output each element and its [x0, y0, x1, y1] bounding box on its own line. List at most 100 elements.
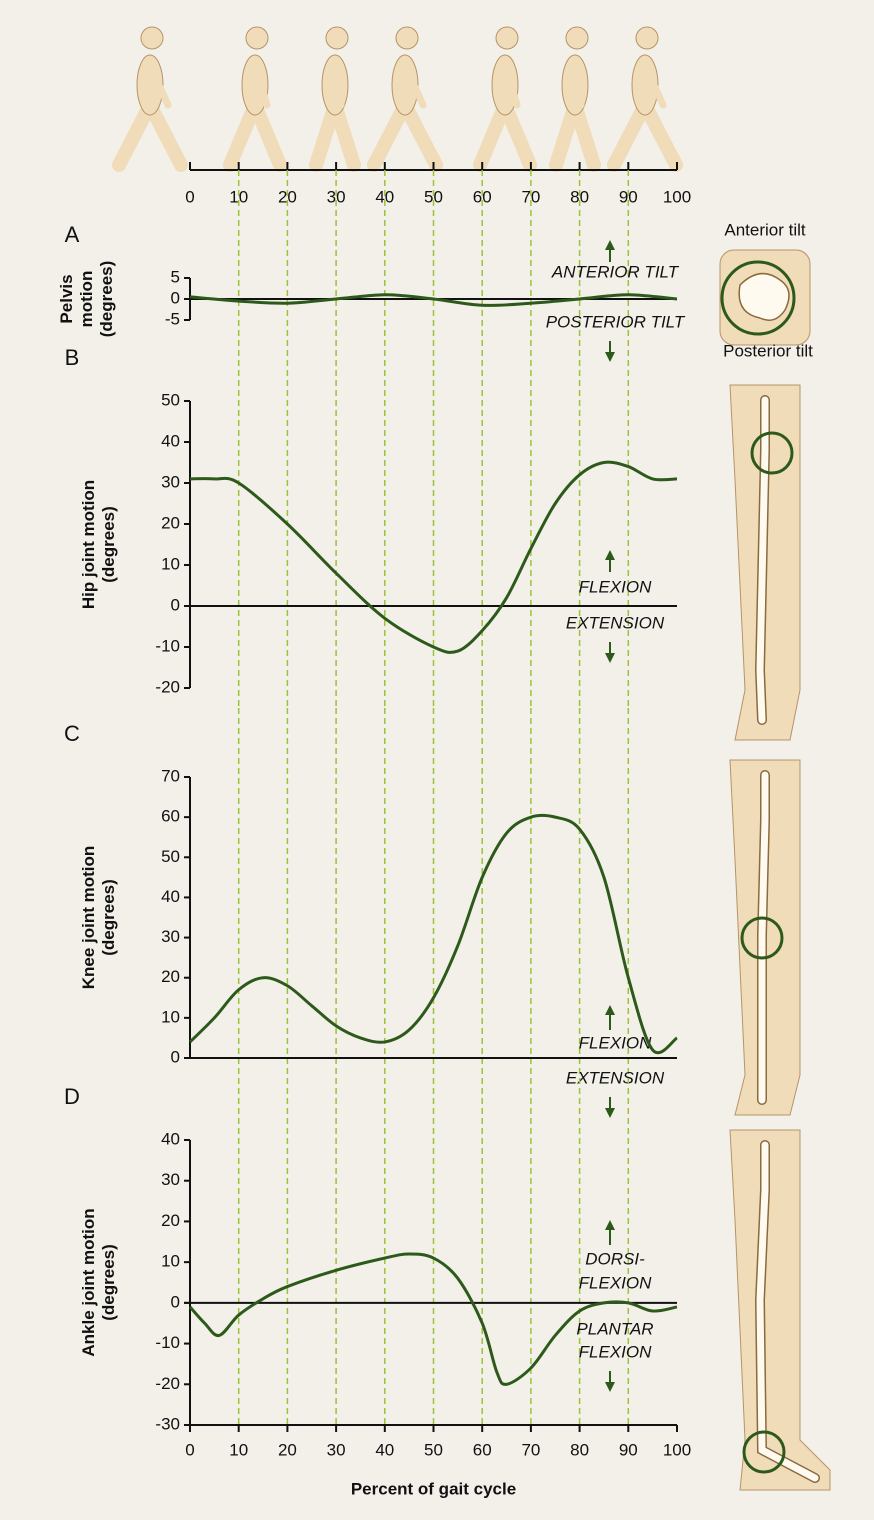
- annotation-down: PLANTAR: [576, 1319, 653, 1338]
- y-tick-label: 30: [161, 1170, 180, 1189]
- panel-letter: A: [65, 222, 80, 247]
- x-axis-label: Percent of gait cycle: [351, 1479, 516, 1498]
- y-axis-label-line: Pelvis: [57, 274, 76, 323]
- walker-leg: [328, 98, 361, 172]
- x-tick-label: 80: [570, 1440, 589, 1459]
- walker-arm: [641, 61, 667, 109]
- walker-head: [495, 26, 519, 50]
- data-line: [188, 1252, 678, 1386]
- x-tick-label: 50: [424, 1440, 443, 1459]
- data-line: [188, 813, 678, 1055]
- walker-arm: [401, 61, 427, 109]
- walker-head: [635, 26, 659, 50]
- y-axis-label-line: Knee joint motion: [79, 846, 98, 990]
- walker-head: [245, 26, 269, 50]
- x-tick-label: 90: [619, 1440, 638, 1459]
- y-tick-label: 0: [171, 1292, 180, 1311]
- y-axis-label-line: Hip joint motion: [79, 480, 98, 609]
- walker-leg: [638, 98, 683, 172]
- walker-arm: [331, 61, 345, 109]
- y-axis-label-line: (degrees): [99, 506, 118, 583]
- walker-body: [136, 54, 164, 116]
- annotation-up: FLEXION: [579, 1273, 652, 1292]
- y-tick-label: 5: [171, 267, 180, 286]
- y-tick-label: -20: [155, 1374, 180, 1393]
- top-tick-label: 100: [663, 187, 691, 206]
- y-axis-label: Knee joint motion(degrees): [79, 846, 118, 990]
- y-tick-label: -5: [165, 309, 180, 328]
- y-tick-label: 40: [161, 887, 180, 906]
- top-tick-label: 60: [473, 187, 492, 206]
- panel-letter: B: [65, 345, 80, 370]
- y-tick-label: 40: [161, 431, 180, 450]
- top-tick-label: 70: [521, 187, 540, 206]
- x-tick-label: 20: [278, 1440, 297, 1459]
- data-line: [189, 293, 678, 307]
- y-tick-label: 0: [171, 595, 180, 614]
- walker-leg: [607, 98, 652, 172]
- x-tick-label: 60: [473, 1440, 492, 1459]
- top-tick-label: 30: [327, 187, 346, 206]
- y-tick-label: 10: [161, 1252, 180, 1271]
- top-tick-label: 0: [185, 187, 194, 206]
- y-tick-label: 20: [161, 967, 180, 986]
- walker-arm: [146, 61, 172, 109]
- walker-leg: [568, 98, 601, 172]
- walker-leg: [223, 98, 262, 172]
- walker-leg: [143, 98, 188, 172]
- top-tick-label: 10: [229, 187, 248, 206]
- annotation-up: FLEXION: [579, 577, 652, 596]
- y-axis-label: Ankle joint motion(degrees): [79, 1208, 118, 1356]
- y-tick-label: 10: [161, 1007, 180, 1026]
- y-axis-label-line: Ankle joint motion: [79, 1208, 98, 1356]
- panel-letter: D: [64, 1084, 80, 1109]
- y-tick-label: 70: [161, 766, 180, 785]
- walker-leg: [498, 98, 537, 172]
- y-axis-label-line: motion: [77, 271, 96, 328]
- walker-arm: [571, 61, 585, 109]
- y-tick-label: -10: [155, 636, 180, 655]
- walker-leg: [398, 98, 443, 172]
- walker-head: [325, 26, 349, 50]
- x-tick-label: 40: [375, 1440, 394, 1459]
- charts: 0 10 20 30 40 50 60 70 80 90 10050-5APelvismotion(…: [57, 162, 813, 1498]
- y-axis-label-line: (degrees): [97, 261, 116, 338]
- y-tick-label: -10: [155, 1333, 180, 1352]
- walker-head: [140, 26, 164, 50]
- y-tick-label: 30: [161, 472, 180, 491]
- y-axis-label: Pelvismotion(degrees): [57, 261, 116, 338]
- walker-leg: [248, 98, 287, 172]
- walker-head: [395, 26, 419, 50]
- top-tick-label: 90: [619, 187, 638, 206]
- data-line: [189, 460, 678, 654]
- top-tick-label: 50: [424, 187, 443, 206]
- y-tick-label: 0: [171, 1047, 180, 1066]
- walker-leg: [473, 98, 512, 172]
- x-tick-label: 10: [229, 1440, 248, 1459]
- y-tick-label: 0: [171, 288, 180, 307]
- walking-figures: [112, 26, 683, 172]
- x-tick-label: 100: [663, 1440, 691, 1459]
- y-axis-label-line: (degrees): [99, 1244, 118, 1321]
- annotation-down: EXTENSION: [566, 613, 665, 632]
- annotation-up: ANTERIOR TILT: [551, 262, 680, 281]
- y-tick-label: 60: [161, 807, 180, 826]
- walker-body: [241, 54, 269, 116]
- walker-leg: [112, 98, 157, 172]
- y-tick-label: 20: [161, 1211, 180, 1230]
- y-tick-label: 50: [161, 847, 180, 866]
- panel-letter: C: [64, 721, 80, 746]
- y-tick-label: 20: [161, 513, 180, 532]
- walker-leg: [367, 98, 412, 172]
- figure-label: Posterior tilt: [723, 341, 813, 360]
- y-tick-label: -30: [155, 1414, 180, 1433]
- y-axis-label-line: (degrees): [99, 879, 118, 956]
- walker-arm: [251, 61, 271, 109]
- top-tick-label: 80: [570, 187, 589, 206]
- top-tick-label: 20: [278, 187, 297, 206]
- walker-head: [565, 26, 589, 50]
- walker-body: [631, 54, 659, 116]
- y-tick-label: 40: [161, 1129, 180, 1148]
- annotation-down: POSTERIOR TILT: [546, 312, 686, 331]
